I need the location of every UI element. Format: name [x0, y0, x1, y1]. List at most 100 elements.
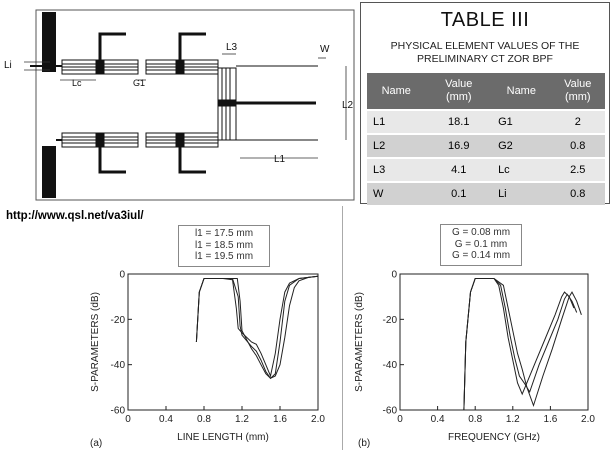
- chart-a-series-line-1: [195, 275, 319, 378]
- header-value-2: Value (mm): [550, 73, 605, 110]
- label-l3: L3: [226, 42, 238, 53]
- vertical-coupler: [217, 67, 237, 141]
- upper-resonator-chain: [61, 59, 219, 75]
- table-row: L2 16.9 G2 0.8: [367, 133, 605, 158]
- dimension-marks: [24, 53, 347, 159]
- output-port-pad: [42, 146, 56, 198]
- cell-name: G1: [492, 109, 551, 134]
- chart-b-x-tick-label: 0.4: [431, 414, 445, 425]
- source-url: http://www.qsl.net/va3iul/: [6, 210, 144, 222]
- header-value-2-text: Value: [564, 78, 592, 90]
- header-value-2-unit: (mm): [564, 91, 591, 103]
- chart-a-series-line-3: [195, 275, 319, 379]
- header-value-1-unit: (mm): [445, 91, 472, 103]
- chart-a-y-tick-label: -40: [111, 360, 126, 371]
- chart-a: 0 -20 -40 -60 0 0.4 0.8 1.2 1.6 2.0 S-PARAMETERS…: [90, 270, 325, 450]
- chart-b-y-ticks: 0 -20 -40 -60: [383, 270, 404, 417]
- chart-a-series-line-2: [195, 275, 319, 380]
- table-title: TABLE III: [440, 9, 530, 31]
- cell-name: L3: [367, 157, 426, 182]
- cell-name: G2: [492, 133, 551, 158]
- chart-b-ylabel: S-PARAMETERS (dB): [354, 292, 365, 392]
- chart-b-x-tick-label: 2.0: [581, 414, 595, 425]
- chart-b-y-tick-label: -40: [383, 360, 398, 371]
- chart-a-y-tick-label: -20: [111, 315, 126, 326]
- cell-value: 0.1: [425, 181, 493, 205]
- legend-b: G = 0.08 mm G = 0.1 mm G = 0.14 mm: [440, 224, 522, 266]
- chart-b-series-line-1: [463, 278, 575, 411]
- header-name-1: Name: [367, 73, 426, 110]
- chart-b-x-tick-label: 0: [397, 414, 403, 425]
- chart-b-panel-label: (b): [358, 438, 370, 449]
- filter-layout-diagram: Li Lc G1 L3 W L2 L1: [4, 9, 355, 201]
- cell-value: 16.9: [425, 133, 493, 158]
- lower-resonator-chain: [61, 132, 219, 148]
- cell-value: 18.1: [425, 109, 493, 134]
- cell-value: 0.8: [550, 133, 605, 158]
- cell-name: L2: [367, 133, 426, 158]
- legend-b-entry-3: G = 0.14 mm: [451, 250, 511, 261]
- chart-b-series: [463, 278, 582, 411]
- chart-b-y-tick-label: -60: [383, 406, 398, 417]
- upper-stub-2: [178, 32, 206, 60]
- chart-a-x-ticks: 0 0.4 0.8 1.2 1.6 2.0: [125, 406, 325, 425]
- chart-b-y-tick-label: -20: [383, 315, 398, 326]
- chart-a-y-tick-label: -60: [111, 406, 126, 417]
- legend-a-entry-3: l1 = 19.5 mm: [194, 251, 254, 262]
- table-iii: TABLE III PHYSICAL ELEMENT VALUES OF THE…: [360, 2, 610, 205]
- chart-a-x-tick-label: 0.4: [159, 414, 173, 425]
- cell-name: L1: [367, 109, 426, 134]
- legend-b-entry-2: G = 0.1 mm: [454, 238, 508, 250]
- legend-b-entry-1: G = 0.08 mm: [451, 227, 511, 238]
- chart-b-xlabel: FREQUENCY (GHz): [448, 432, 540, 443]
- label-lc: Lc: [72, 78, 82, 88]
- header-name-2: Name: [492, 73, 551, 110]
- chart-b-plot-frame: [399, 273, 589, 411]
- chart-a-y-ticks: 0 -20 -40 -60: [111, 270, 132, 417]
- chart-a-y-tick-label: 0: [119, 270, 125, 281]
- chart-a-x-tick-label: 1.6: [273, 414, 287, 425]
- label-li: Li: [4, 60, 12, 71]
- cell-name: Lc: [492, 157, 551, 182]
- chart-a-plot-frame: [127, 273, 319, 411]
- chart-a-panel-label: (a): [90, 438, 102, 449]
- chart-b-x-ticks: 0 0.4 0.8 1.2 1.6 2.0: [397, 406, 595, 425]
- cell-name: Li: [492, 181, 551, 205]
- header-value-1-text: Value: [445, 78, 473, 90]
- chart-a-ylabel: S-PARAMETERS (dB): [90, 292, 101, 392]
- cell-value: 0.8: [550, 181, 605, 205]
- header-value-1: Value (mm): [425, 73, 493, 110]
- chart-b-x-tick-label: 0.8: [468, 414, 482, 425]
- chart-b-x-tick-label: 1.6: [543, 414, 557, 425]
- lower-stub-1: [98, 147, 126, 174]
- lower-stub-2: [178, 147, 206, 174]
- chart-a-xlabel: LINE LENGTH (mm): [177, 432, 269, 443]
- table-row: L3 4.1 Lc 2.5: [367, 157, 605, 182]
- chart-a-series: [195, 275, 319, 380]
- table-caption-line-2: PRELIMINARY CT ZOR BPF: [417, 53, 553, 65]
- cell-value: 2: [550, 109, 605, 134]
- table-caption: PHYSICAL ELEMENT VALUES OF THE PRELIMINA…: [367, 40, 603, 66]
- layout-border: [35, 9, 355, 201]
- input-port-pad: [42, 12, 56, 72]
- table-row: L1 18.1 G1 2: [367, 109, 605, 134]
- chart-b-y-tick-label: 0: [391, 270, 397, 281]
- cell-name: W: [367, 181, 426, 205]
- chart-b-series-line-3: [463, 278, 582, 411]
- upper-stub-1: [98, 32, 126, 60]
- label-w: W: [320, 44, 330, 55]
- table-caption-line-1: PHYSICAL ELEMENT VALUES OF THE: [390, 40, 580, 52]
- legend-a-entry-2: l1 = 18.5 mm: [194, 239, 254, 251]
- chart-a-x-tick-label: 2.0: [311, 414, 325, 425]
- table-row: W 0.1 Li 0.8: [367, 181, 605, 205]
- label-g1: G1: [133, 78, 145, 88]
- chart-a-x-tick-label: 0: [125, 414, 131, 425]
- cell-value: 4.1: [425, 157, 493, 182]
- panel-divider: [342, 206, 343, 450]
- physical-values-table: Name Value (mm) Name Value (mm) L1 18.1 G1…: [367, 73, 605, 205]
- label-l2: L2: [342, 100, 354, 111]
- cell-value: 2.5: [550, 157, 605, 182]
- chart-a-x-tick-label: 0.8: [197, 414, 211, 425]
- legend-a-entry-1: l1 = 17.5 mm: [194, 228, 254, 239]
- chart-b-x-tick-label: 1.2: [506, 414, 520, 425]
